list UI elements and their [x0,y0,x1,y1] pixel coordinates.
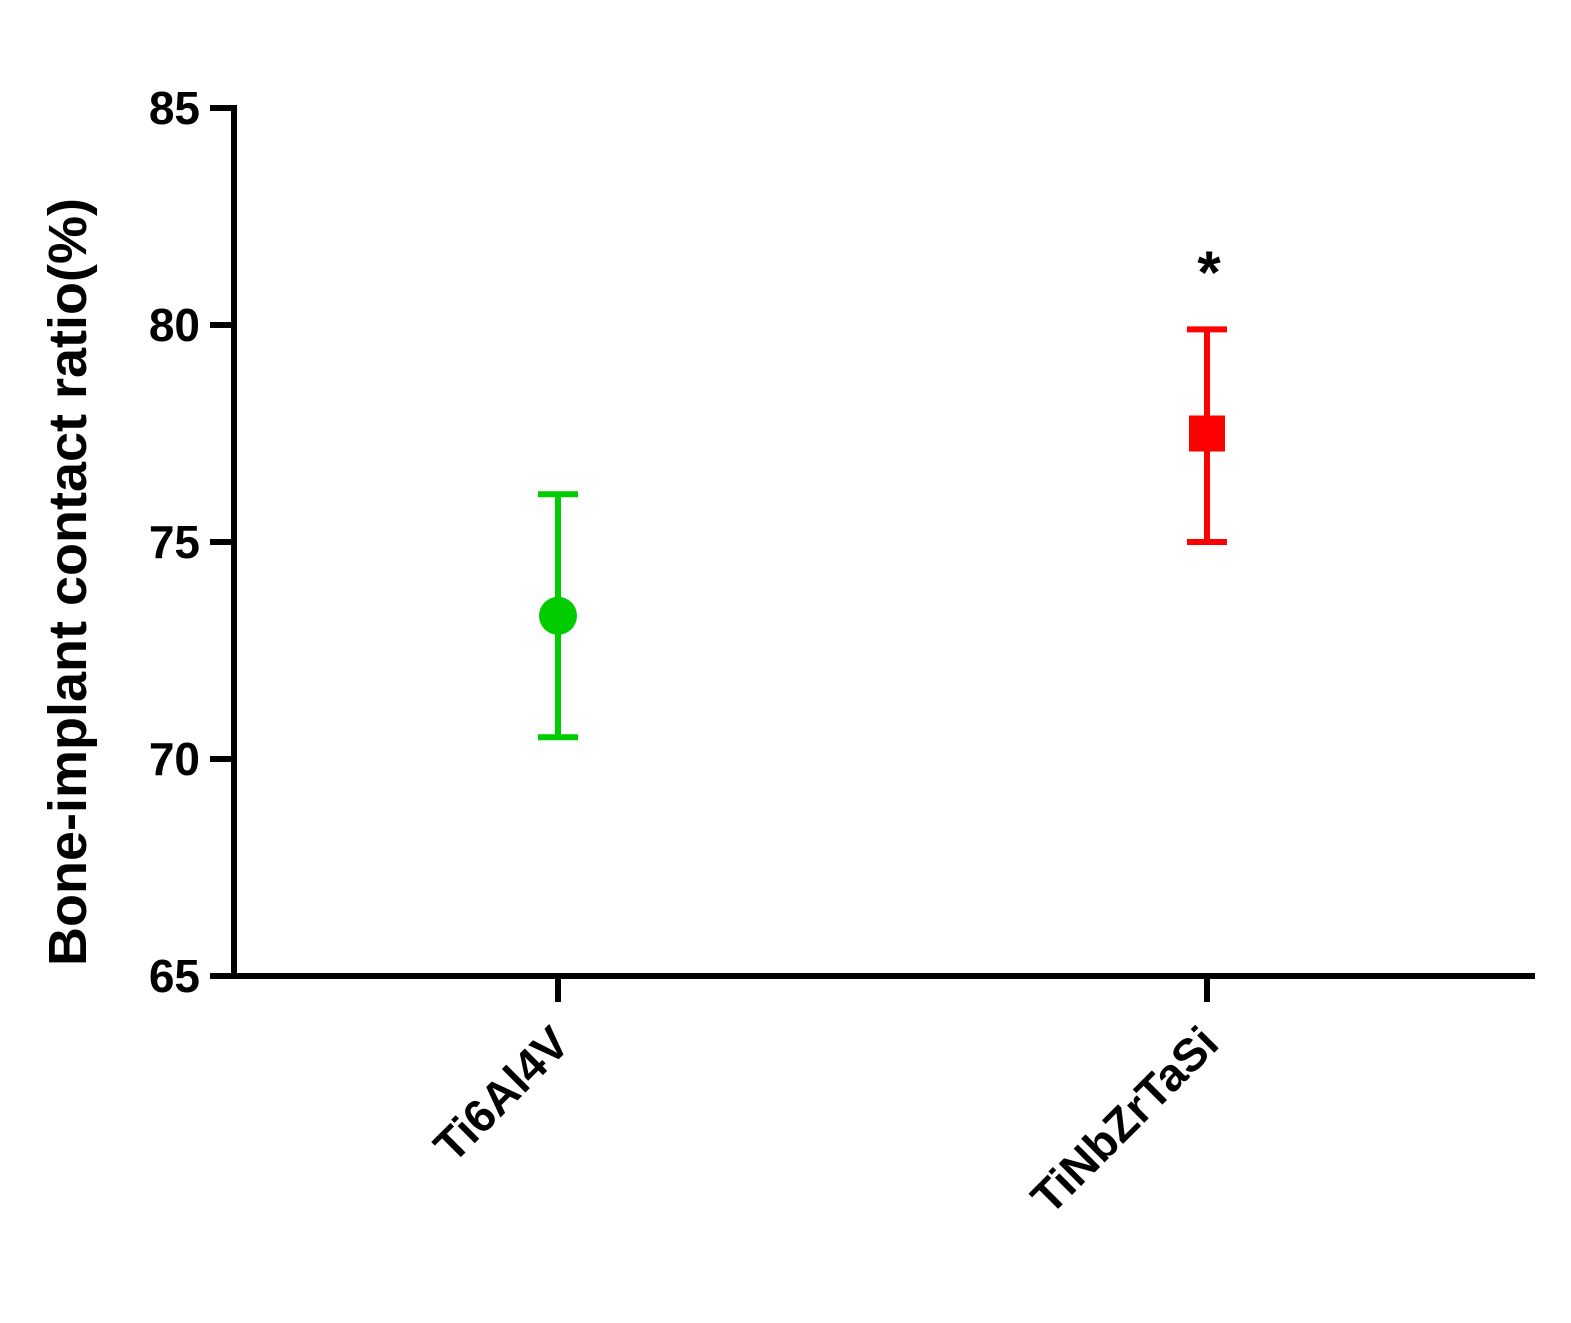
annotations: * [1197,239,1221,306]
significance-marker-TiNbZrTaSi: * [1197,239,1221,306]
x-axis-ticks: Ti6Al4V TiNbZrTaSi [424,976,1228,1224]
data-marks [538,326,1227,741]
series-TiNbZrTaSi [1187,326,1227,545]
y-tick-label-75: 75 [149,516,200,568]
series-Ti6Al4V [538,491,578,741]
x-category-label-TiNbZrTaSi: TiNbZrTaSi [1021,1016,1228,1223]
x-category-label-Ti6Al4V: Ti6Al4V [424,1016,580,1172]
y-tick-label-80: 80 [149,299,200,351]
y-tick-label-70: 70 [149,733,200,785]
data-point-Ti6Al4V [539,596,577,635]
y-axis-title: Bone-implant contact ratio(%) [38,198,98,966]
y-axis-ticks: 65 70 75 80 85 [149,82,234,1002]
y-tick-label-65: 65 [149,950,200,1002]
data-point-TiNbZrTaSi [1189,415,1225,452]
y-tick-label-85: 85 [149,82,200,134]
